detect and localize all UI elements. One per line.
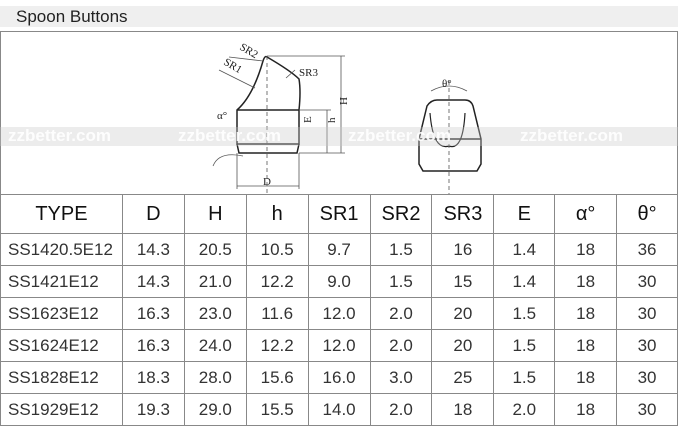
value-cell: 18	[554, 361, 618, 394]
type-cell: SS1420.5E12	[0, 233, 123, 266]
value-cell: 1.5	[493, 329, 556, 362]
table-header-row: TYPE D H h SR1 SR2 SR3 E α° θ°	[0, 194, 678, 234]
table-row: SS1421E12 14.3 21.0 12.2 9.0 1.5 15 1.4 18 30	[0, 265, 678, 298]
value-cell: 16	[431, 233, 495, 266]
H-label: H	[338, 97, 350, 105]
value-cell: 21.0	[183, 265, 247, 298]
value-cell: 30	[616, 361, 678, 394]
type-cell: SS1421E12	[0, 265, 123, 298]
watermark-text: zzbetter.com	[178, 126, 281, 145]
value-cell: 30	[616, 329, 678, 362]
type-cell: SS1929E12	[0, 393, 123, 426]
header-h: h	[245, 194, 309, 234]
watermark-text: zzbetter.com	[520, 126, 623, 145]
value-cell: 16.0	[307, 361, 371, 394]
value-cell: 30	[616, 297, 678, 330]
value-cell: 16.3	[121, 297, 185, 330]
value-cell: 12.2	[245, 265, 309, 298]
value-cell: 30	[616, 393, 678, 426]
front-view-outline	[418, 99, 482, 172]
header-d: D	[121, 194, 185, 234]
value-cell: 10.5	[245, 233, 309, 266]
value-cell: 1.5	[493, 297, 556, 330]
table-row: SS1929E12 19.3 29.0 15.5 14.0 2.0 18 2.0 18 30	[0, 393, 678, 426]
header-sr1: SR1	[307, 194, 371, 234]
section-title: Spoon Buttons	[0, 6, 678, 27]
value-cell: 15.5	[245, 393, 309, 426]
value-cell: 1.4	[493, 233, 556, 266]
value-cell: 18	[554, 265, 618, 298]
technical-drawing: SR2 SR1 SR3 H h E D α° θ°	[212, 41, 482, 195]
value-cell: 12.0	[307, 297, 371, 330]
value-cell: 18	[554, 329, 618, 362]
value-cell: 18.3	[121, 361, 185, 394]
value-cell: 1.4	[493, 265, 556, 298]
value-cell: 29.0	[183, 393, 247, 426]
value-cell: 18	[554, 393, 618, 426]
watermark-band: zzbetter.com zzbetter.com zzbetter.com z…	[0, 126, 678, 146]
value-cell: 36	[616, 233, 678, 266]
value-cell: 16.3	[121, 329, 185, 362]
table-row: SS1623E12 16.3 23.0 11.6 12.0 2.0 20 1.5 18 30	[0, 297, 678, 330]
value-cell: 14.0	[307, 393, 371, 426]
type-cell: SS1623E12	[0, 297, 123, 330]
sr3-label: SR3	[299, 67, 318, 79]
header-type: TYPE	[0, 194, 123, 234]
value-cell: 3.0	[369, 361, 433, 394]
E-label: E	[302, 116, 314, 123]
value-cell: 30	[616, 265, 678, 298]
value-cell: 2.0	[369, 329, 433, 362]
value-cell: 18	[431, 393, 495, 426]
value-cell: 1.5	[369, 233, 433, 266]
table-row: SS1624E12 16.3 24.0 12.2 12.0 2.0 20 1.5 18 30	[0, 329, 678, 362]
value-cell: 15.6	[245, 361, 309, 394]
value-cell: 11.6	[245, 297, 309, 330]
D-label: D	[263, 176, 271, 188]
watermark-text: zzbetter.com	[8, 126, 111, 145]
value-cell: 18	[554, 233, 618, 266]
value-cell: 20	[431, 297, 495, 330]
header-sr3: SR3	[431, 194, 495, 234]
alpha-label: α°	[217, 110, 227, 122]
value-cell: 24.0	[183, 329, 247, 362]
value-cell: 12.2	[245, 329, 309, 362]
spoon-button-diagram: SR2 SR1 SR3 H h E D α° θ°	[0, 31, 678, 195]
value-cell: 20.5	[183, 233, 247, 266]
type-cell: SS1828E12	[0, 361, 123, 394]
value-cell: 2.0	[369, 393, 433, 426]
value-cell: 2.0	[369, 297, 433, 330]
value-cell: 18	[554, 297, 618, 330]
watermark-text: zzbetter.com	[348, 126, 451, 145]
header-alpha: α°	[554, 194, 618, 234]
value-cell: 12.0	[307, 329, 371, 362]
value-cell: 14.3	[121, 233, 185, 266]
header-sr2: SR2	[369, 194, 433, 234]
table-row: SS1420.5E12 14.3 20.5 10.5 9.7 1.5 16 1.4 18 36	[0, 233, 678, 266]
value-cell: 2.0	[493, 393, 556, 426]
h-label: h	[326, 117, 338, 123]
value-cell: 19.3	[121, 393, 185, 426]
value-cell: 25	[431, 361, 495, 394]
value-cell: 23.0	[183, 297, 247, 330]
value-cell: 1.5	[493, 361, 556, 394]
value-cell: 14.3	[121, 265, 185, 298]
value-cell: 9.0	[307, 265, 371, 298]
value-cell: 20	[431, 329, 495, 362]
value-cell: 15	[431, 265, 495, 298]
value-cell: 9.7	[307, 233, 371, 266]
header-theta: θ°	[616, 194, 678, 234]
header-H: H	[183, 194, 247, 234]
header-e: E	[493, 194, 556, 234]
spec-table: TYPE D H h SR1 SR2 SR3 E α° θ° SS1420.5E…	[0, 194, 678, 426]
type-cell: SS1624E12	[0, 329, 123, 362]
value-cell: 28.0	[183, 361, 247, 394]
table-row: SS1828E12 18.3 28.0 15.6 16.0 3.0 25 1.5 18 30	[0, 361, 678, 394]
value-cell: 1.5	[369, 265, 433, 298]
theta-label: θ°	[442, 78, 452, 90]
